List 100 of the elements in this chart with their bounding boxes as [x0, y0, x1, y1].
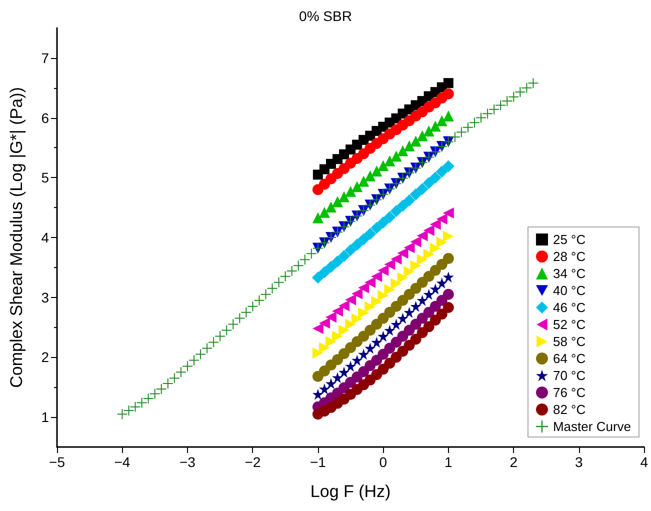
point: [352, 288, 363, 300]
point: [430, 283, 441, 294]
point: [430, 218, 441, 230]
point: [332, 255, 344, 268]
point: [364, 301, 376, 312]
point: [364, 276, 376, 288]
point: [332, 372, 344, 384]
point: [436, 277, 448, 288]
point: [325, 378, 336, 390]
point: [410, 236, 422, 248]
point: [384, 258, 396, 270]
point: [410, 300, 422, 312]
point: [378, 160, 389, 172]
y-tick-label: 6: [41, 110, 50, 126]
point: [345, 186, 356, 197]
point: [318, 266, 330, 278]
x-tick-label: −3: [179, 454, 196, 470]
point: [378, 264, 389, 276]
point: [352, 354, 363, 366]
point: [338, 191, 350, 202]
point: [378, 312, 389, 324]
point: [371, 166, 382, 177]
point: [442, 110, 454, 122]
point: [423, 248, 434, 260]
point: [325, 336, 336, 348]
point: [442, 207, 454, 218]
x-tick-label: −2: [244, 454, 261, 470]
point: [332, 330, 344, 342]
y-tick-label: 2: [41, 349, 50, 366]
point: [397, 145, 408, 156]
point: [436, 213, 448, 224]
point: [436, 308, 448, 320]
point: [403, 194, 416, 206]
point: [338, 366, 350, 378]
point: [423, 288, 434, 300]
point: [442, 272, 454, 283]
legend-label: 34 °C: [552, 266, 586, 281]
legend-label: 46 °C: [552, 300, 586, 315]
point: [364, 170, 376, 182]
point: [318, 318, 330, 329]
point: [318, 206, 330, 218]
point: [370, 222, 383, 234]
chart-title: 0% SBR: [299, 8, 352, 24]
point: [390, 150, 402, 162]
point: [338, 250, 350, 262]
point: [442, 288, 454, 300]
point: [404, 140, 415, 152]
point: [416, 183, 428, 196]
point: [416, 130, 428, 142]
point: [312, 322, 324, 334]
point: [416, 230, 428, 242]
point: [390, 318, 402, 330]
point: [384, 284, 396, 296]
y-tick-label: 5: [41, 170, 50, 186]
point: [429, 172, 442, 184]
point: [397, 312, 408, 324]
point: [364, 342, 376, 354]
x-tick-label: 0: [379, 454, 388, 470]
point: [371, 270, 382, 282]
point: [423, 321, 434, 332]
point: [338, 324, 350, 336]
point: [325, 312, 336, 323]
point: [364, 228, 376, 240]
point: [378, 290, 389, 302]
legend-label: Master Curve: [552, 419, 632, 434]
point: [325, 201, 336, 212]
point: [312, 348, 324, 359]
legend-label: 58 °C: [552, 334, 586, 349]
y-axis-title: Complex Shear Modulus (Log |G*| (Pa)): [7, 87, 26, 388]
x-axis-title: Log F (Hz): [310, 482, 391, 501]
point: [404, 306, 415, 318]
point: [436, 236, 448, 248]
point: [410, 188, 422, 200]
y-tick-label: 1: [41, 409, 50, 426]
x-tick-label: 3: [574, 454, 583, 470]
legend-label: 64 °C: [552, 351, 586, 366]
x-tick-label: 2: [510, 454, 518, 470]
y-tick-label: 7: [41, 50, 50, 66]
point: [345, 318, 356, 330]
point: [404, 242, 415, 254]
point: [416, 254, 428, 266]
legend-label: 40 °C: [552, 283, 586, 298]
point: [423, 125, 434, 136]
x-tick-label: −5: [49, 454, 66, 470]
point: [410, 334, 422, 345]
point: [345, 360, 356, 372]
point: [396, 200, 409, 212]
point: [358, 282, 370, 294]
point: [442, 230, 454, 242]
point: [377, 216, 390, 229]
point: [442, 302, 454, 314]
x-tick-label: 4: [640, 454, 648, 470]
point: [344, 244, 357, 256]
point: [338, 300, 350, 312]
point: [371, 296, 382, 308]
y-tick-label: 3: [41, 289, 50, 306]
y-tick-label: 4: [41, 230, 50, 246]
point: [422, 177, 435, 190]
point: [384, 211, 396, 224]
point: [404, 266, 415, 278]
